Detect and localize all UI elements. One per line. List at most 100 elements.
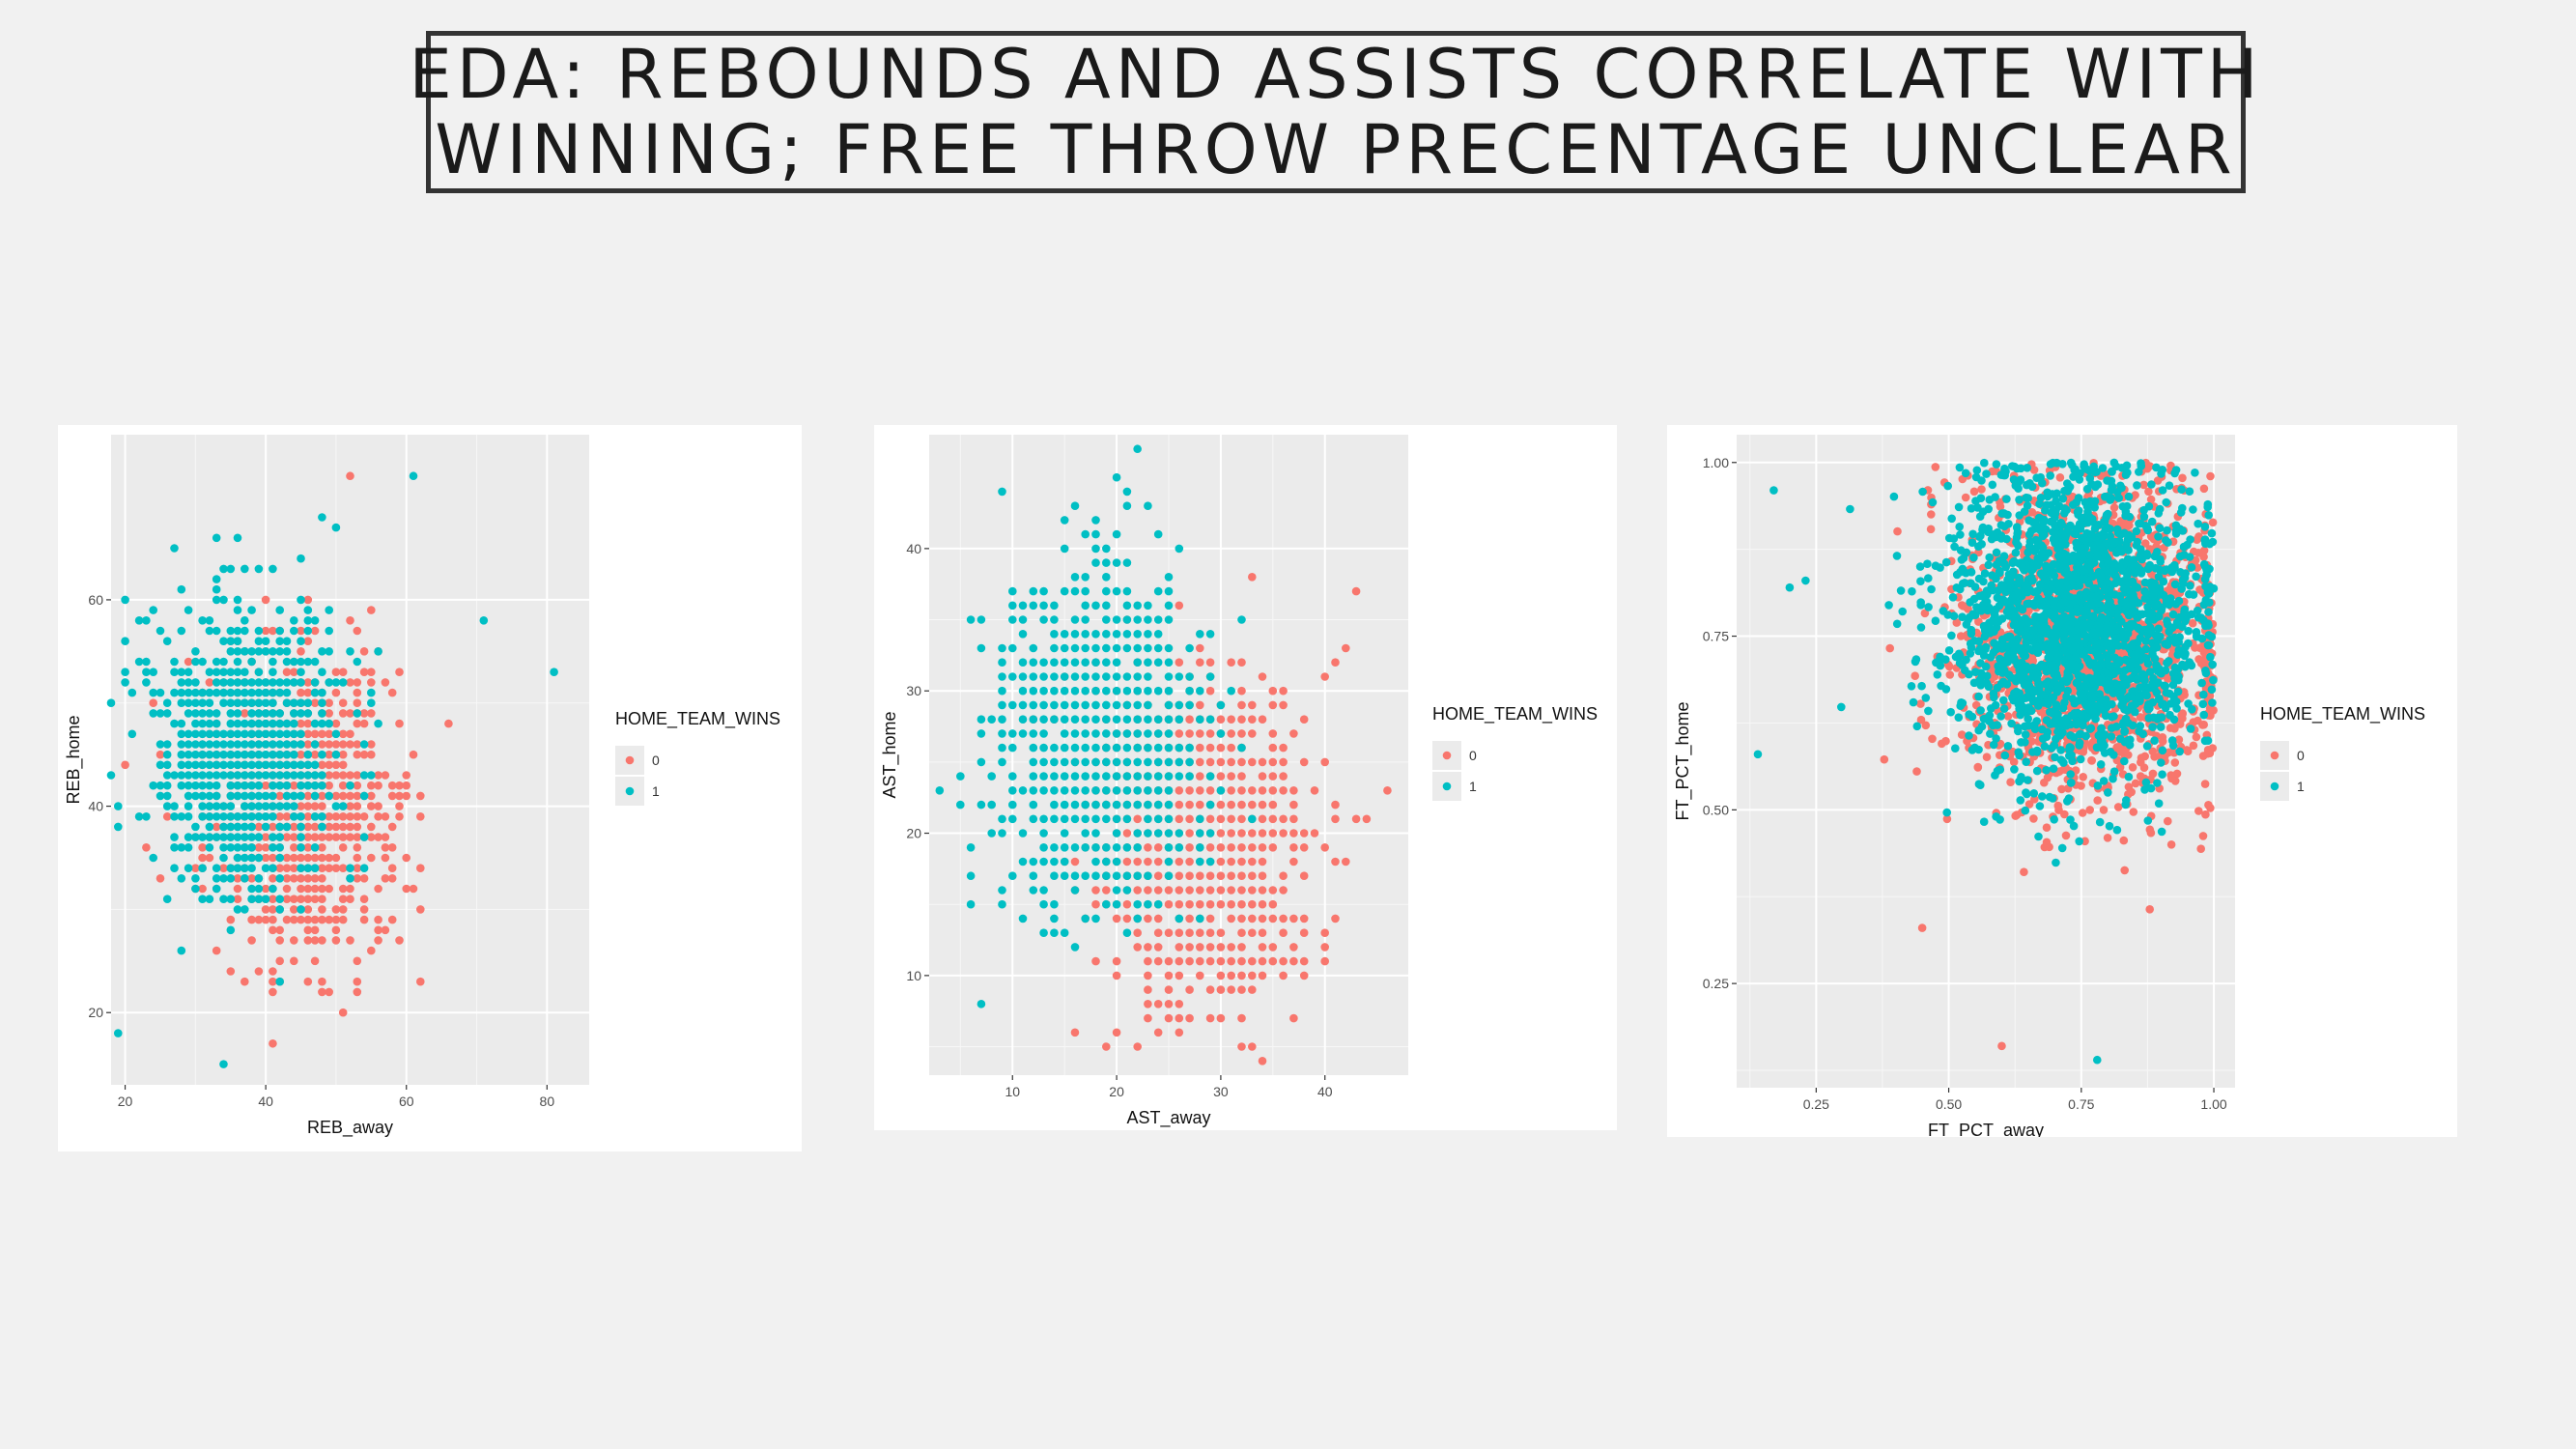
data-point [269, 740, 277, 749]
data-point [241, 688, 249, 697]
data-point [2170, 758, 2180, 767]
data-point [254, 781, 264, 790]
data-point [353, 698, 362, 707]
data-point [184, 709, 193, 718]
data-point [269, 967, 277, 976]
data-point [325, 884, 334, 894]
data-point [1320, 757, 1329, 767]
data-point [2142, 742, 2152, 751]
data-point [142, 812, 151, 821]
data-point [233, 709, 242, 718]
data-point [290, 812, 298, 821]
data-point [1205, 857, 1215, 867]
data-point [325, 771, 334, 780]
data-point [2136, 713, 2145, 722]
data-point [1989, 585, 1997, 595]
data-point [254, 678, 264, 687]
data-point [318, 915, 326, 924]
data-point [1941, 736, 1950, 746]
data-point [1164, 615, 1174, 624]
data-point [303, 905, 313, 914]
data-point [1258, 943, 1267, 952]
data-point [1144, 1000, 1152, 1009]
data-point [1973, 763, 1983, 772]
data-point [1081, 843, 1090, 852]
legend-label-0: 0 [652, 753, 660, 768]
data-point [1144, 729, 1152, 738]
data-point [1237, 886, 1246, 895]
data-point [1196, 857, 1204, 867]
data-point [2201, 668, 2211, 678]
data-point [1122, 757, 1132, 767]
data-point [1299, 914, 1309, 923]
data-point [1102, 729, 1111, 738]
data-point [318, 822, 326, 832]
data-point [1237, 871, 1246, 880]
data-point [254, 884, 264, 894]
data-point [1996, 566, 2004, 576]
data-point [290, 729, 298, 739]
data-point [353, 740, 362, 749]
data-point [226, 915, 236, 924]
data-point [353, 956, 362, 966]
data-point [1279, 928, 1288, 937]
data-point [2148, 649, 2157, 659]
data-point [1091, 857, 1100, 867]
data-point [1268, 956, 1278, 966]
data-point [1216, 772, 1226, 781]
data-point [1153, 529, 1163, 539]
data-point [1050, 843, 1059, 852]
data-point [1144, 914, 1152, 923]
data-point [1237, 928, 1246, 937]
data-point [156, 781, 165, 790]
data-point [1102, 757, 1111, 767]
data-point [1258, 757, 1267, 767]
data-point [254, 698, 264, 707]
data-point [1268, 686, 1278, 696]
data-point [219, 729, 228, 739]
data-point [310, 781, 320, 790]
data-point [1216, 729, 1226, 738]
data-point [290, 843, 298, 852]
data-point [2108, 724, 2116, 732]
y-tick-label: 20 [88, 1005, 103, 1020]
data-point [346, 729, 354, 739]
data-point [2050, 815, 2058, 824]
data-point [2106, 531, 2114, 541]
data-point [198, 719, 207, 728]
data-point [987, 800, 996, 810]
data-point [2043, 492, 2052, 501]
data-point [282, 812, 292, 821]
data-point [226, 781, 236, 790]
data-point [212, 740, 221, 749]
data-point [1029, 871, 1038, 880]
data-point [2194, 549, 2203, 557]
data-point [1216, 871, 1226, 880]
data-point [247, 606, 256, 614]
data-point [1268, 743, 1278, 753]
data-point [198, 812, 207, 821]
data-point [269, 781, 277, 790]
data-point [1289, 800, 1298, 810]
data-point [1258, 715, 1267, 724]
data-point [275, 647, 284, 656]
data-point [2158, 737, 2167, 746]
data-point [2175, 720, 2185, 728]
data-point [2140, 539, 2150, 548]
data-point [1081, 529, 1090, 539]
data-point [162, 812, 172, 821]
data-point [275, 905, 284, 914]
data-point [297, 657, 305, 667]
data-point [367, 791, 376, 801]
data-point [247, 884, 256, 894]
data-point [1164, 715, 1174, 724]
data-point [142, 657, 151, 667]
data-point [1060, 729, 1069, 738]
data-point [191, 647, 200, 656]
data-point [254, 822, 264, 832]
data-point [205, 698, 214, 707]
data-point [1216, 857, 1226, 867]
data-point [233, 606, 242, 614]
data-point [219, 740, 228, 749]
data-point [310, 657, 320, 667]
